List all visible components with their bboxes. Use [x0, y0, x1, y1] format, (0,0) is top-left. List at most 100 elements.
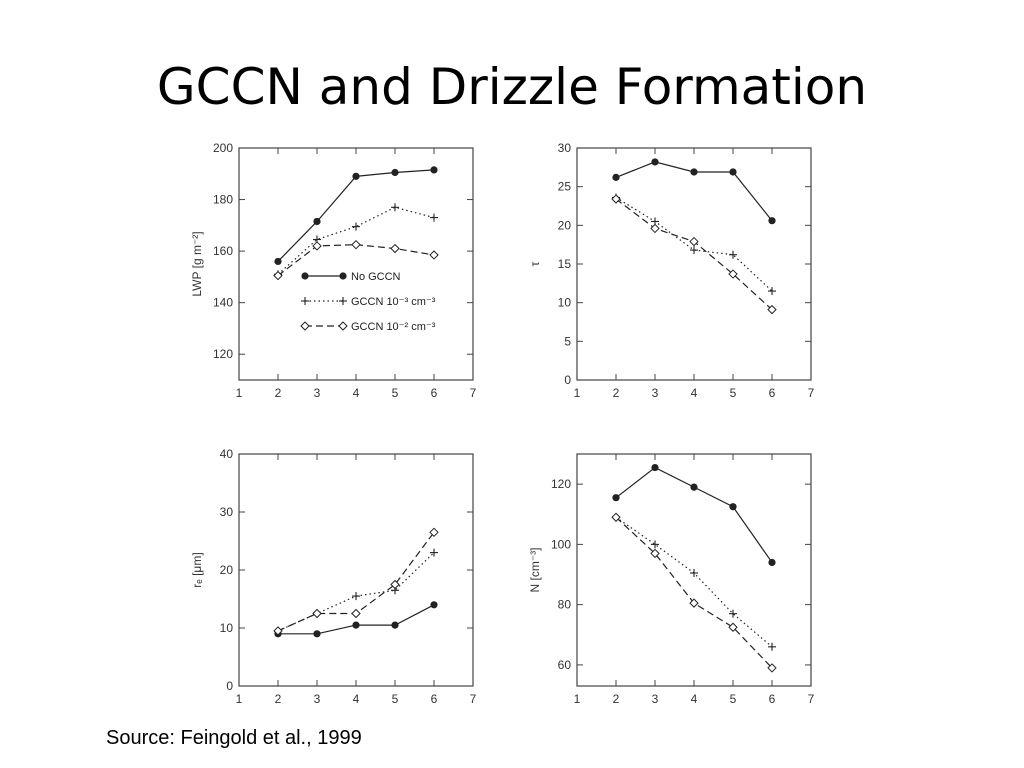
x-tick-label: 3: [652, 386, 659, 400]
y-tick-label: 10: [558, 296, 572, 310]
x-tick-label: 2: [275, 692, 282, 705]
y-tick-label: 200: [213, 141, 233, 155]
y-axis-label: rₑ [μm]: [190, 552, 204, 587]
x-tick-label: 1: [574, 386, 581, 400]
legend-marker: [339, 272, 347, 280]
data-point-diamond: [689, 236, 699, 247]
x-tick-label: 5: [392, 692, 399, 705]
y-tick-label: 40: [220, 447, 234, 461]
data-point-plus: [352, 592, 360, 601]
data-point-diamond: [767, 304, 777, 315]
x-tick-label: 6: [431, 692, 438, 705]
y-tick-label: 60: [558, 658, 572, 672]
legend-entry: GCCN 10⁻² cm⁻³: [300, 321, 436, 333]
x-tick-label: 6: [769, 386, 776, 400]
data-point-dot: [352, 172, 360, 180]
data-point-plus: [690, 246, 698, 255]
legend-marker: [301, 272, 309, 280]
data-point-dot: [352, 621, 360, 629]
y-tick-label: 5: [564, 334, 571, 348]
legend-entry: No GCCN: [301, 271, 401, 283]
data-point-dot: [391, 168, 399, 177]
x-tick-label: 1: [574, 692, 581, 705]
plot-frame: [238, 147, 474, 381]
data-point-diamond: [611, 194, 621, 204]
y-tick-label: 15: [558, 257, 572, 271]
data-point-dot: [430, 601, 438, 609]
data-point-plus: [391, 203, 399, 212]
data-point-dot: [690, 483, 698, 491]
x-tick-label: 2: [613, 692, 620, 705]
x-tick-label: 5: [730, 386, 737, 400]
x-tick-label: 1: [236, 692, 243, 705]
y-tick-label: 25: [558, 180, 572, 194]
y-tick-label: 20: [220, 563, 234, 577]
series-line-diamond: [615, 198, 773, 311]
x-tick-label: 2: [275, 386, 282, 400]
legend-marker: [300, 321, 310, 331]
data-point-dot: [430, 166, 438, 174]
y-tick-label: 140: [213, 296, 233, 310]
data-point-dot: [729, 503, 737, 511]
x-tick-label: 7: [470, 692, 477, 705]
y-tick-label: 100: [551, 537, 571, 551]
y-tick-label: 180: [213, 193, 233, 207]
data-point-plus: [651, 540, 659, 549]
data-point-diamond: [312, 608, 322, 619]
data-point-diamond: [650, 223, 660, 234]
x-tick-label: 5: [730, 692, 737, 705]
data-point-plus: [690, 569, 698, 578]
y-axis-label: N [cm⁻³]: [528, 548, 542, 593]
chart-panel-bottom-left: 1 2 3 4 5 6 7 0 10 20 30 40 rₑ [μm]: [190, 447, 477, 705]
x-tick-label: 4: [353, 386, 360, 400]
data-point-diamond: [429, 250, 439, 260]
data-point-plus: [430, 213, 438, 222]
chart-panel-top-left: 1 2 3 4 5 6 7 120 140 160 180 200 LWP [g m⁻²] No GCCN…: [190, 141, 477, 400]
data-point-plus: [430, 548, 438, 557]
legend-label: No GCCN: [351, 271, 401, 283]
data-point-dot: [274, 257, 282, 266]
data-point-plus: [768, 287, 776, 296]
legend-entry: GCCN 10⁻³ cm⁻³: [301, 296, 436, 308]
plot-frame: [238, 453, 474, 687]
x-tick-label: 2: [613, 386, 620, 400]
data-point-diamond: [273, 626, 283, 636]
data-point-diamond: [689, 598, 699, 608]
chart-panel-bottom-right: 1 2 3 4 5 6 7 60 80 100 120 N [cm⁻³]: [528, 453, 815, 705]
x-tick-label: 7: [470, 386, 477, 400]
data-point-dot: [391, 621, 399, 629]
data-point-dot: [313, 630, 321, 638]
y-tick-label: 80: [558, 598, 572, 612]
data-point-plus: [729, 609, 737, 618]
y-tick-label: 0: [564, 373, 571, 387]
data-point-plus: [729, 250, 737, 259]
legend-label: GCCN 10⁻³ cm⁻³: [351, 296, 436, 308]
data-point-dot: [729, 168, 737, 176]
y-tick-label: 10: [220, 621, 234, 635]
data-point-dot: [768, 558, 776, 567]
y-tick-label: 120: [551, 477, 571, 491]
legend-label: GCCN 10⁻² cm⁻³: [351, 321, 436, 333]
data-point-dot: [651, 463, 659, 472]
data-point-diamond: [312, 241, 322, 251]
y-tick-label: 20: [558, 218, 572, 232]
figure-panels: 1 2 3 4 5 6 7 120 140 160 180 200 LWP [g m⁻²] No GCCN…: [180, 135, 840, 705]
series-line-plus: [615, 516, 773, 648]
data-point-dot: [651, 158, 659, 166]
series-line-diamond: [615, 516, 773, 669]
y-axis-label: LWP [g m⁻²]: [190, 231, 204, 296]
data-point-plus: [768, 642, 776, 651]
data-point-plus: [352, 222, 360, 231]
data-point-diamond: [650, 548, 660, 559]
series-line-dot: [615, 466, 773, 563]
data-point-diamond: [429, 527, 439, 538]
data-point-diamond: [351, 608, 361, 619]
source-citation: Source: Feingold et al., 1999: [106, 727, 362, 749]
data-point-dot: [612, 173, 620, 181]
legend-marker: [301, 297, 309, 305]
x-tick-label: 5: [392, 386, 399, 400]
data-point-diamond: [390, 579, 400, 590]
data-point-diamond: [611, 512, 621, 522]
data-point-dot: [612, 494, 620, 502]
